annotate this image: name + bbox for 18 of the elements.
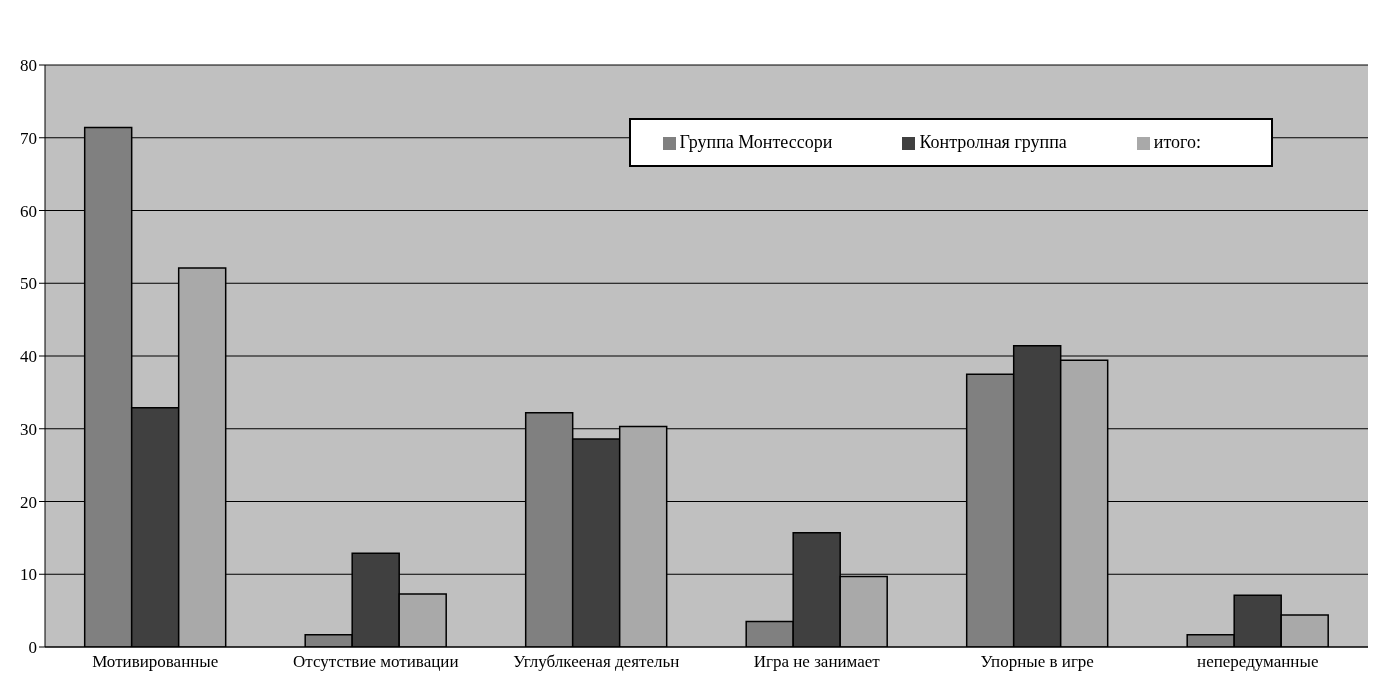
x-tick-label: непередуманные (1197, 652, 1319, 672)
legend-label: итого: (1153, 132, 1201, 152)
x-tick-label: Углублкееная деятельн (513, 652, 680, 672)
legend-label: Контролная группа (919, 132, 1067, 152)
legend-label: Группа Монтессори (679, 132, 833, 152)
y-tick-label: 80 (20, 56, 37, 76)
y-tick-label: 20 (20, 492, 37, 512)
y-tick-label: 40 (20, 347, 37, 367)
y-tick-label: 70 (20, 128, 37, 148)
y-tick-label: 50 (20, 274, 37, 294)
x-tick-label: Упорные в игре (980, 652, 1094, 672)
y-tick-label: 0 (28, 638, 37, 658)
x-tick-label: Мотивированные (92, 652, 219, 672)
y-tick-label: 30 (20, 419, 37, 439)
y-tick-label: 60 (20, 201, 37, 221)
y-tick-label: 10 (20, 565, 37, 585)
x-tick-label: Игра не занимает (753, 652, 881, 672)
x-tick-label: Отсутствие мотивации (293, 652, 459, 672)
